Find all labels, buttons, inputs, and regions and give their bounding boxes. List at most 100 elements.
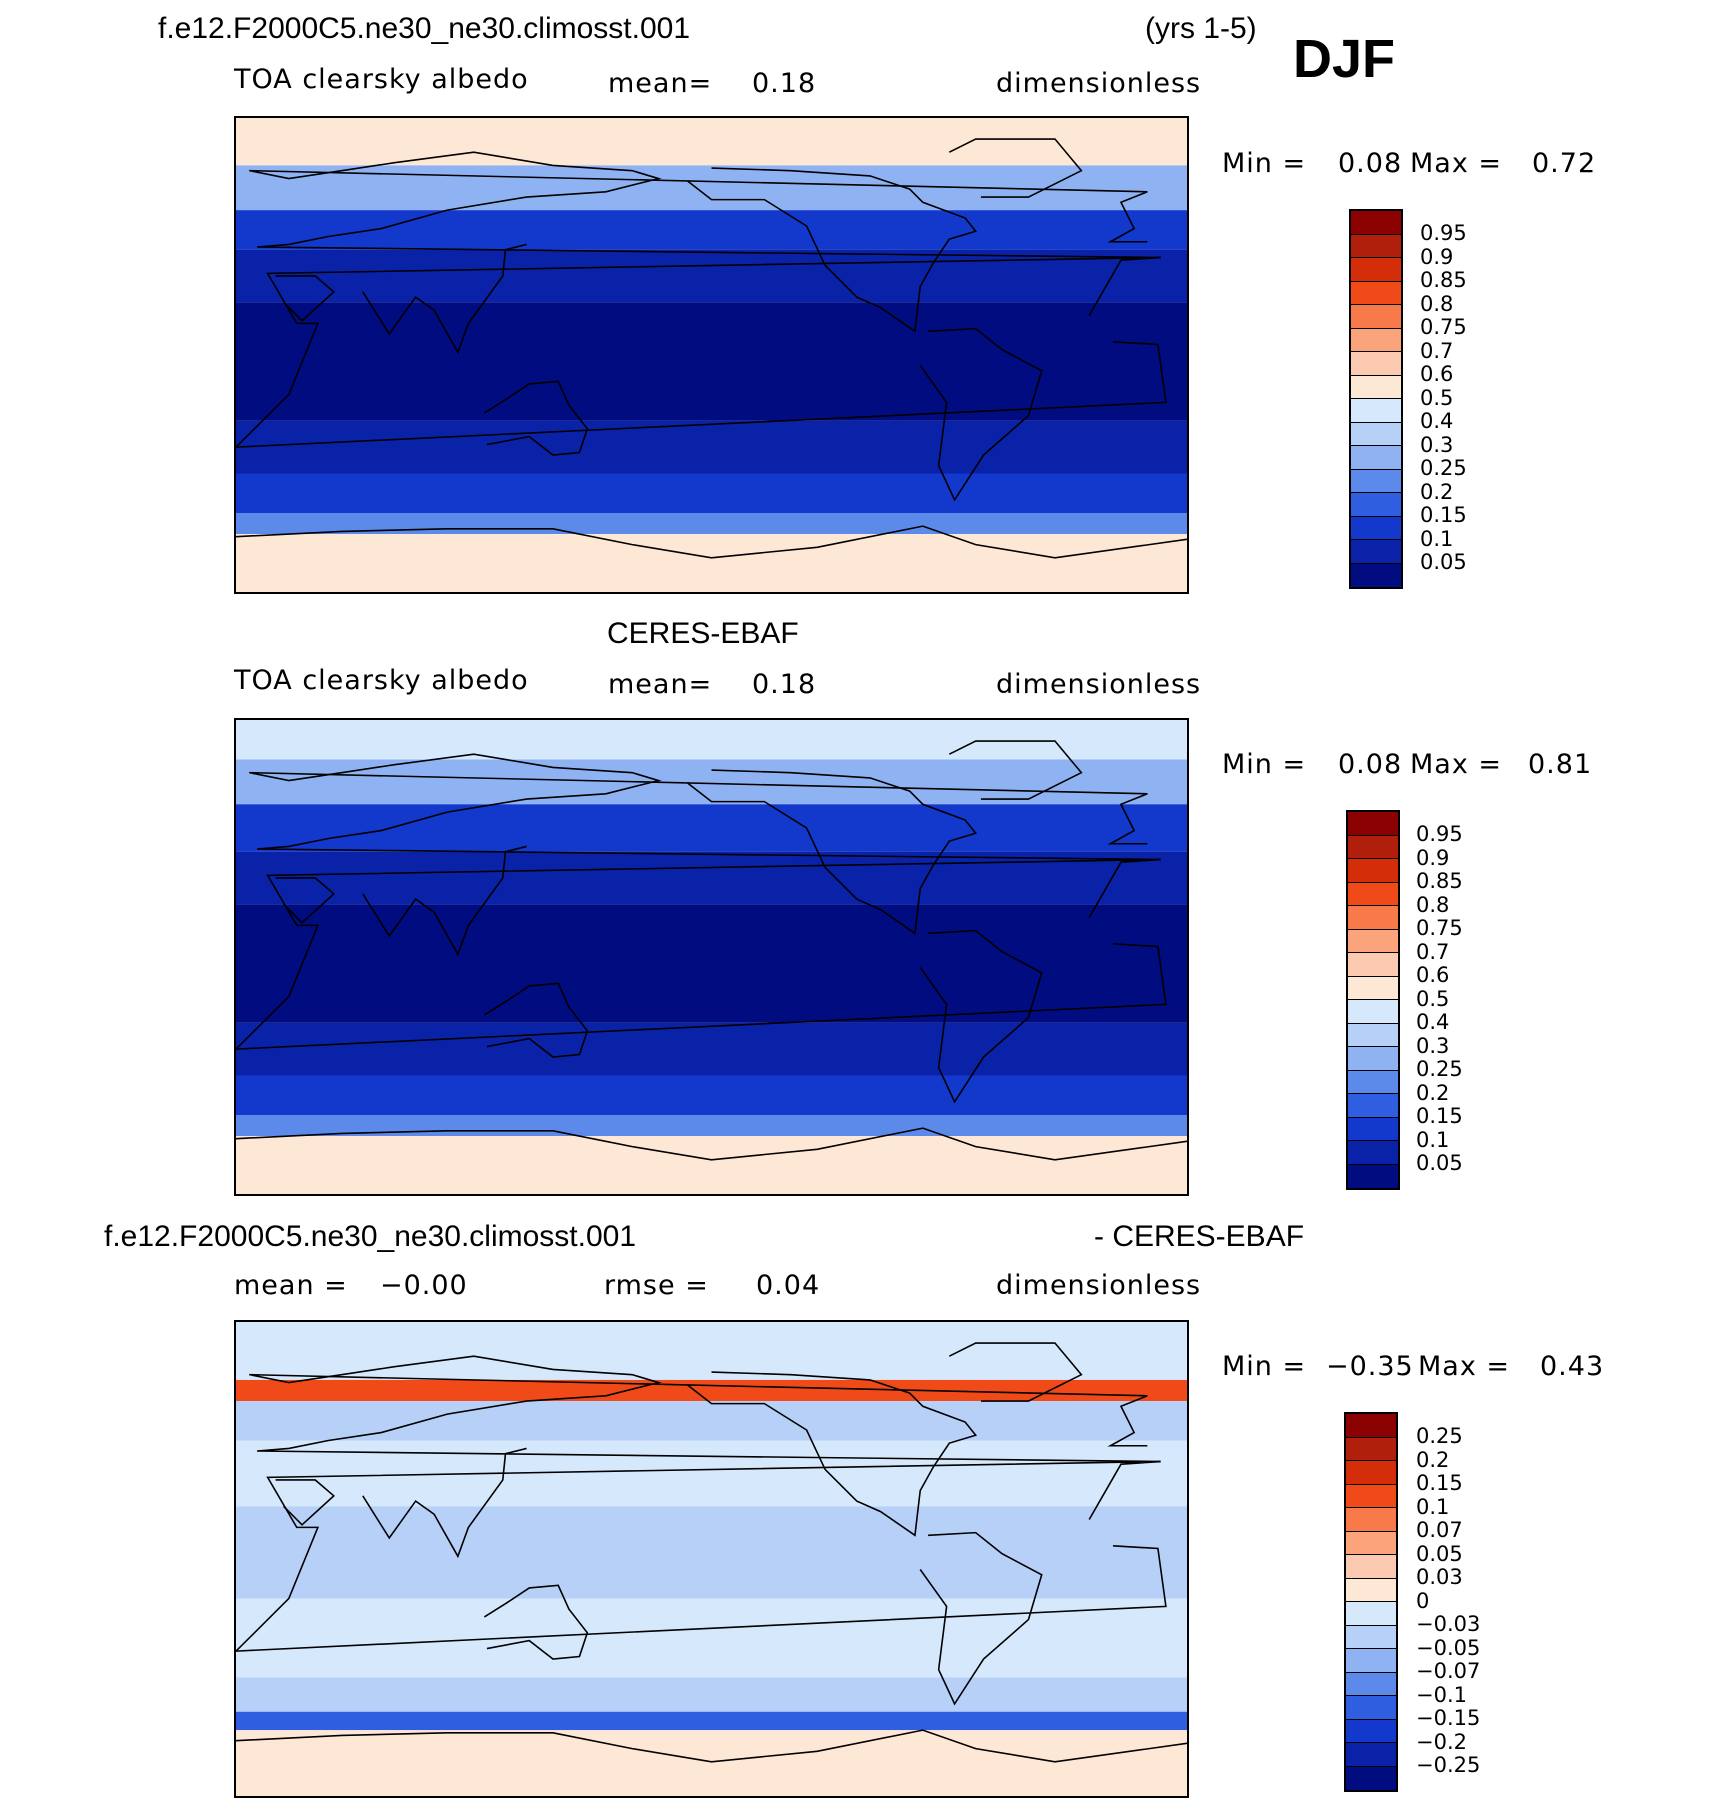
colorbar-segment — [1348, 859, 1398, 883]
panel1-mean-label: mean= — [608, 68, 713, 99]
panel2-units: dimensionless — [996, 669, 1202, 700]
colorbar-tick-label: 0.5 — [1420, 385, 1454, 410]
map-zonal-band — [236, 210, 1187, 250]
colorbar-segment — [1351, 493, 1401, 517]
colorbar-tick-label: 0.05 — [1416, 1151, 1463, 1175]
colorbar-tick-label: 0.1 — [1416, 1127, 1450, 1152]
panel1-units: dimensionless — [996, 68, 1202, 99]
map-zonal-band — [236, 1598, 1187, 1678]
panel3-colorbar-labels: 0.25 0.2 0.15 0.1 0.07 0.05 0.03 0 −0.03 −0.05 −0.… — [1416, 1424, 1481, 1778]
colorbar-segment — [1346, 1625, 1396, 1649]
coastline — [362, 845, 527, 957]
colorbar-tick-label: 0.15 — [1416, 1471, 1463, 1495]
colorbar-tick-label: 0.75 — [1420, 315, 1467, 339]
colorbar-segment — [1351, 516, 1401, 540]
coastline — [919, 327, 1043, 502]
panel1-map — [234, 116, 1189, 594]
coastline — [236, 256, 1167, 448]
map-zonal-band — [236, 1379, 1187, 1401]
coastline — [249, 753, 1161, 861]
colorbar-tick-label: 0.05 — [1416, 1541, 1463, 1566]
panel3-min-label: Min = — [1222, 1351, 1307, 1382]
colorbar-tick-label: −0.07 — [1416, 1659, 1481, 1683]
coastline — [275, 877, 335, 924]
coastline — [275, 1479, 335, 1526]
colorbar-tick-label: 0.2 — [1416, 1447, 1450, 1472]
panel2-min-label: Min = — [1222, 749, 1307, 780]
map-zonal-band — [236, 904, 1187, 1023]
panel3-title-left: f.e12.F2000C5.ne30_ne30.climosst.001 — [104, 1220, 637, 1253]
panel2-colorbar — [1346, 810, 1400, 1190]
map-zonal-band — [236, 720, 1187, 760]
panel1-variable: TOA clearsky albedo — [234, 64, 529, 95]
panel3-max-value: 0.43 — [1540, 1351, 1605, 1382]
colorbar-tick-label: 0.5 — [1416, 986, 1450, 1011]
map-zonal-band — [236, 165, 1187, 211]
map-zonal-band — [236, 1506, 1187, 1599]
colorbar-tick-label: 0 — [1416, 1588, 1430, 1613]
panel2-variable: TOA clearsky albedo — [234, 665, 529, 696]
colorbar-segment — [1346, 1531, 1396, 1555]
colorbar-segment — [1348, 1164, 1398, 1188]
colorbar-tick-label: −0.1 — [1416, 1682, 1467, 1707]
colorbar-segment — [1346, 1461, 1396, 1485]
panel2-max-value: 0.81 — [1528, 749, 1593, 780]
coastline — [687, 167, 978, 333]
colorbar-tick-label: 0.9 — [1416, 845, 1450, 870]
map-zonal-band — [236, 1677, 1187, 1712]
colorbar-tick-label: 0.1 — [1420, 526, 1454, 551]
colorbar-segment — [1348, 1117, 1398, 1141]
coastline — [948, 740, 1083, 800]
colorbar-segment — [1346, 1766, 1396, 1790]
colorbar-tick-label: 0.1 — [1416, 1494, 1450, 1519]
colorbar-tick-label: 0.7 — [1420, 338, 1454, 363]
colorbar-tick-label: 0.75 — [1416, 916, 1463, 940]
colorbar-segment — [1346, 1437, 1396, 1461]
panel3-title-right: - CERES-EBAF — [1094, 1220, 1305, 1253]
colorbar-segment — [1346, 1508, 1396, 1532]
case-title: f.e12.F2000C5.ne30_ne30.climosst.001 — [158, 12, 691, 45]
panel3-map — [234, 1320, 1189, 1798]
coastline — [687, 1371, 978, 1537]
colorbar-tick-label: 0.8 — [1416, 892, 1450, 917]
colorbar-segment — [1348, 1047, 1398, 1071]
map-zonal-band — [236, 118, 1187, 166]
colorbar-segment — [1348, 1141, 1398, 1165]
colorbar-segment — [1346, 1719, 1396, 1743]
colorbar-tick-label: 0.3 — [1420, 432, 1454, 457]
panel1-colorbar — [1349, 209, 1403, 589]
coastline — [483, 982, 589, 1058]
panel2-mean-value: 0.18 — [752, 669, 817, 700]
colorbar-tick-label: 0.25 — [1416, 1424, 1463, 1448]
colorbar-tick-label: 0.6 — [1420, 362, 1454, 386]
colorbar-tick-label: 0.2 — [1416, 1080, 1450, 1105]
panel2-colorbar-labels: 0.95 0.9 0.85 0.8 0.75 0.7 0.6 0.5 0.4 0.3 0.25 0.2… — [1416, 822, 1463, 1176]
coastline — [275, 275, 335, 322]
colorbar-segment — [1346, 1602, 1396, 1626]
panel2-map-svg — [236, 720, 1187, 1194]
map-zonal-band — [236, 1136, 1187, 1194]
panel3-rmse-value: 0.04 — [756, 1270, 821, 1301]
coastline — [236, 1729, 1187, 1763]
panel1-max-value: 0.72 — [1532, 148, 1597, 179]
colorbar-segment — [1351, 211, 1401, 235]
colorbar-tick-label: 0.3 — [1416, 1033, 1450, 1058]
colorbar-tick-label: 0.2 — [1420, 479, 1454, 504]
panel1-min-label: Min = — [1222, 148, 1307, 179]
map-zonal-band — [236, 1711, 1187, 1731]
panel3-map-svg — [236, 1322, 1187, 1796]
colorbar-segment — [1346, 1696, 1396, 1720]
map-zonal-band — [236, 473, 1187, 513]
coastline — [483, 1584, 589, 1660]
colorbar-tick-label: 0.25 — [1416, 1057, 1463, 1081]
colorbar-segment — [1348, 906, 1398, 930]
panel2-min-value: 0.08 — [1338, 749, 1403, 780]
colorbar-tick-label: 0.95 — [1420, 221, 1467, 245]
panel1-map-svg — [236, 118, 1187, 592]
colorbar-segment — [1348, 835, 1398, 859]
map-zonal-band — [236, 1401, 1187, 1441]
colorbar-segment — [1348, 976, 1398, 1000]
colorbar-tick-label: 0.4 — [1420, 409, 1454, 433]
colorbar-tick-label: 0.8 — [1420, 291, 1454, 316]
colorbar-segment — [1351, 422, 1401, 446]
